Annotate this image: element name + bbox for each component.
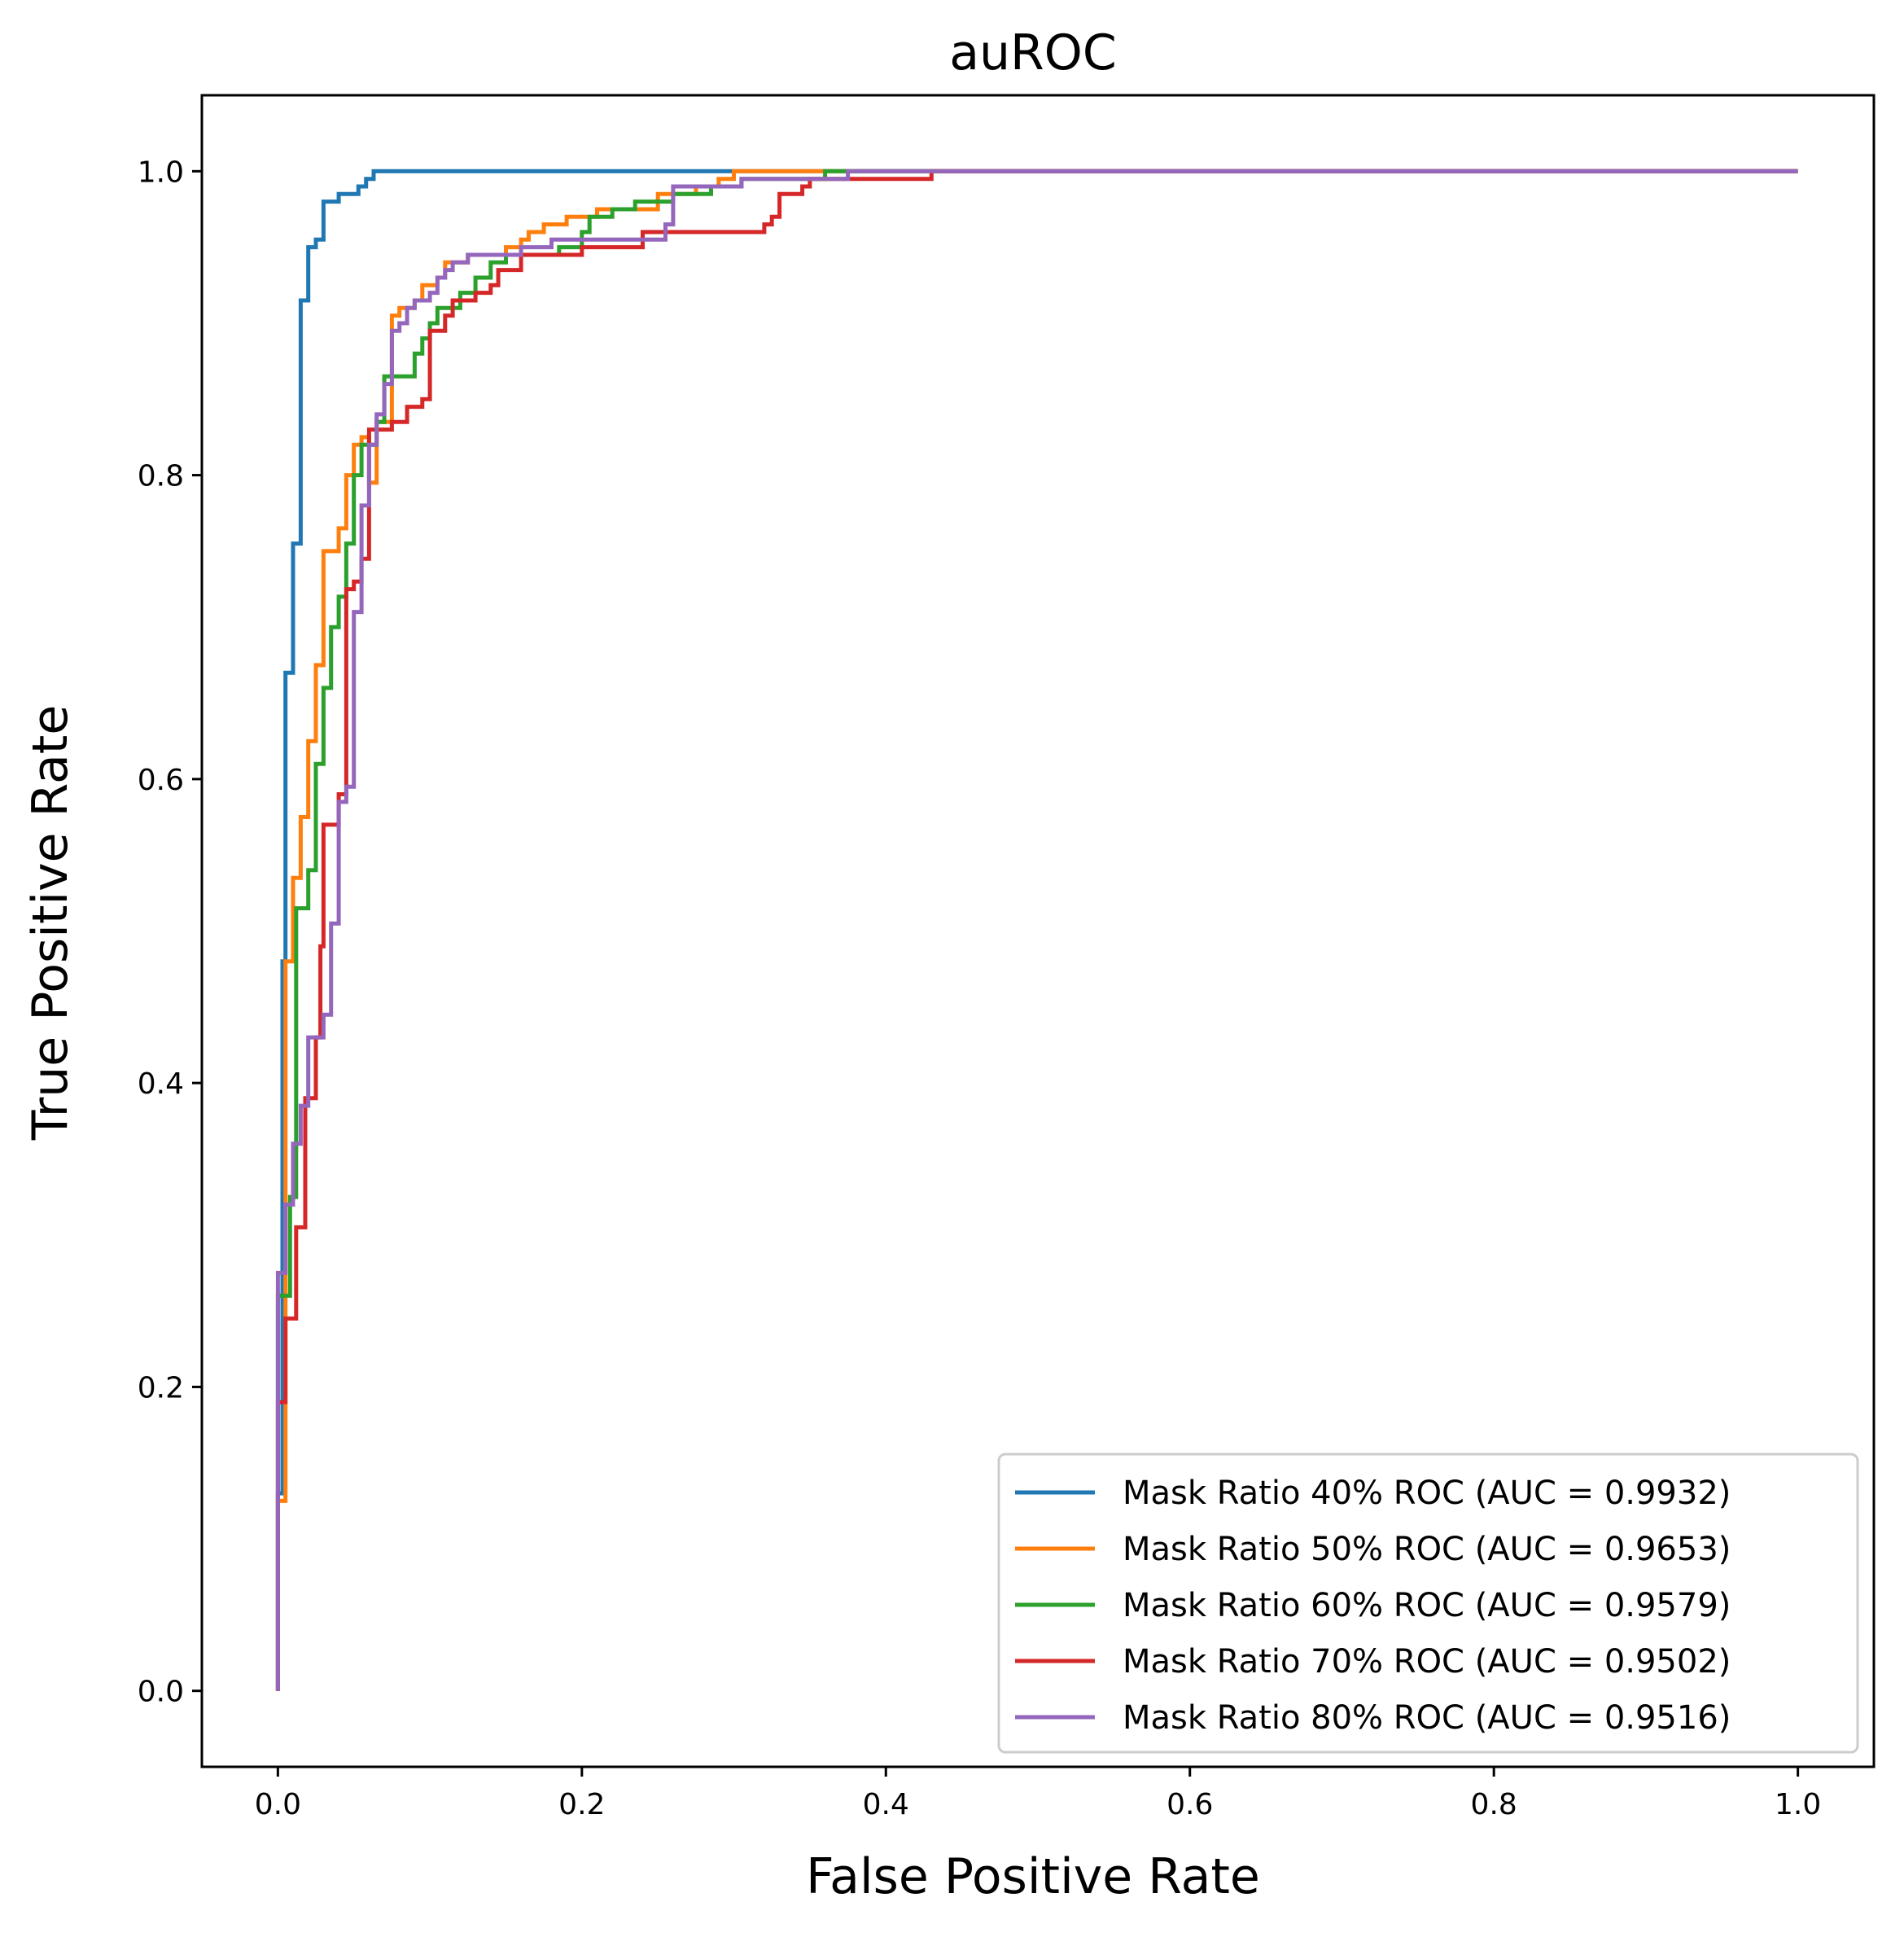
y-tick-label: 0.2 [138, 1371, 184, 1405]
series-line-1 [275, 169, 1798, 1691]
y-tick-label: 0.8 [138, 460, 184, 493]
y-tick-label: 0.0 [138, 1676, 184, 1709]
x-tick-label: 0.6 [1166, 1788, 1213, 1821]
legend-label-2: Mask Ratio 50% ROC (AUC = 0.9653) [1123, 1531, 1731, 1568]
x-tick-label: 0.0 [255, 1788, 301, 1821]
x-tick-label: 1.0 [1775, 1788, 1821, 1821]
x-tick-label: 0.4 [863, 1788, 909, 1821]
x-tick-label: 0.2 [558, 1788, 605, 1821]
x-axis-label: False Positive Rate [806, 1848, 1260, 1905]
y-tick-label: 0.4 [138, 1067, 184, 1101]
ticks-layer: 0.0 0.2 0.4 0.6 0.8 1.0 0.0 0.2 0.4 0.6 0.8 1.0 [138, 156, 1822, 1821]
plot-area-frame [200, 94, 1876, 1768]
x-tick-label: 0.8 [1471, 1788, 1517, 1821]
y-tick-label: 0.6 [138, 764, 184, 797]
legend-label-1: Mask Ratio 40% ROC (AUC = 0.9932) [1123, 1475, 1731, 1512]
legend-label-3: Mask Ratio 60% ROC (AUC = 0.9579) [1123, 1587, 1731, 1624]
y-tick-label: 1.0 [138, 156, 184, 189]
series-layer [275, 169, 1798, 1691]
legend-label-5: Mask Ratio 80% ROC (AUC = 0.9516) [1123, 1699, 1731, 1737]
legend-label-4: Mask Ratio 70% ROC (AUC = 0.9502) [1123, 1643, 1731, 1681]
legend: Mask Ratio 40% ROC (AUC = 0.9932) Mask Ra… [997, 1453, 1859, 1754]
series-line-5 [275, 169, 1798, 1691]
chart-title: auROC [949, 24, 1117, 81]
legend-box [997, 1453, 1859, 1754]
y-axis-label: True Positive Rate [22, 705, 79, 1141]
